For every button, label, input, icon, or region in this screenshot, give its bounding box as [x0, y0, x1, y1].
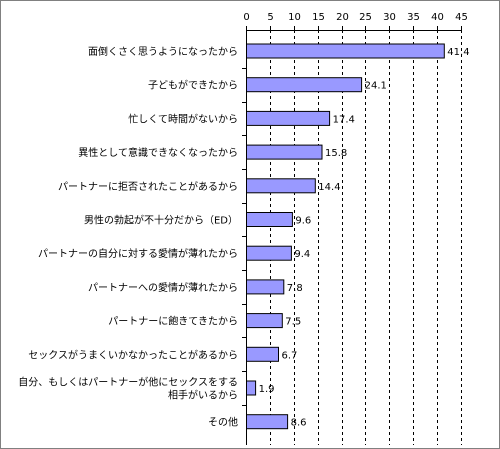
- bar: [246, 414, 289, 430]
- data-label: 14.4: [318, 182, 340, 193]
- category-label: 男性の勃起が不十分だから（ED）: [84, 214, 238, 227]
- bar: [246, 43, 445, 59]
- x-tick-label: 30: [383, 12, 396, 23]
- category-label: 子どもができたから: [148, 79, 238, 92]
- category-label: 面倒くさく思うようになったから: [88, 46, 238, 58]
- grid-lines: [270, 30, 462, 445]
- bar: [246, 245, 292, 261]
- category-label: その他: [208, 416, 238, 429]
- data-label: 1.9: [259, 384, 275, 395]
- x-tick-label: 5: [267, 12, 273, 23]
- value-labels: 41.4 24.1 17.4 15.8 14.4 9.6 9.4 7.8 7.5 6.7 1.9 8.…: [259, 47, 470, 429]
- category-labels: 面倒くさく思うようになったから子どもができたから忙しくて時間がないから異性として…: [18, 46, 238, 429]
- data-label: 7.5: [285, 317, 301, 328]
- bar: [246, 346, 279, 362]
- bar: [246, 380, 257, 396]
- bar: [246, 144, 323, 160]
- data-label: 24.1: [365, 81, 387, 92]
- bar: [246, 313, 283, 329]
- category-label: 異性として意識できなくなったから: [78, 146, 238, 159]
- x-tick-label: 25: [359, 12, 372, 23]
- x-tick-label: 0: [243, 12, 249, 23]
- data-label: 41.4: [447, 47, 469, 58]
- category-label: パートナーに飽きてきたから: [108, 315, 238, 328]
- x-tick-label: 20: [336, 12, 349, 23]
- bar: [246, 178, 316, 194]
- bar: [246, 279, 285, 295]
- category-label: パートナーに拒否されたことがあるから: [58, 180, 238, 193]
- data-label: 9.6: [295, 216, 311, 227]
- tick-labels: 0 5 10 15 20 25 30 35 40 45: [243, 12, 468, 23]
- x-tick-label: 10: [288, 12, 301, 23]
- x-tick-label: 45: [455, 12, 468, 23]
- data-label: 15.8: [325, 148, 347, 159]
- bars: [246, 43, 445, 430]
- data-label: 17.4: [333, 114, 355, 125]
- category-label: 相手がいるから: [168, 389, 238, 402]
- category-label: 自分、もしくはパートナーが他にセックスをする: [18, 376, 238, 389]
- category-label: セックスがうまくいかなかったことがあるから: [28, 348, 238, 361]
- bar: [246, 110, 331, 126]
- bar: [246, 212, 293, 227]
- data-label: 6.7: [282, 350, 298, 361]
- data-label: 7.8: [287, 283, 303, 294]
- data-label: 9.4: [294, 249, 310, 260]
- category-label: パートナーの自分に対する愛情が薄れたから: [38, 247, 238, 260]
- category-label: パートナーへの愛情が薄れたから: [88, 281, 238, 294]
- bar: [246, 77, 363, 93]
- data-label: 8.6: [291, 418, 307, 429]
- x-tick-label: 35: [407, 12, 420, 23]
- category-label: 忙しくて時間がないから: [128, 112, 238, 125]
- x-tick-label: 15: [312, 12, 325, 23]
- x-tick-label: 40: [431, 12, 444, 23]
- axes: [242, 26, 462, 445]
